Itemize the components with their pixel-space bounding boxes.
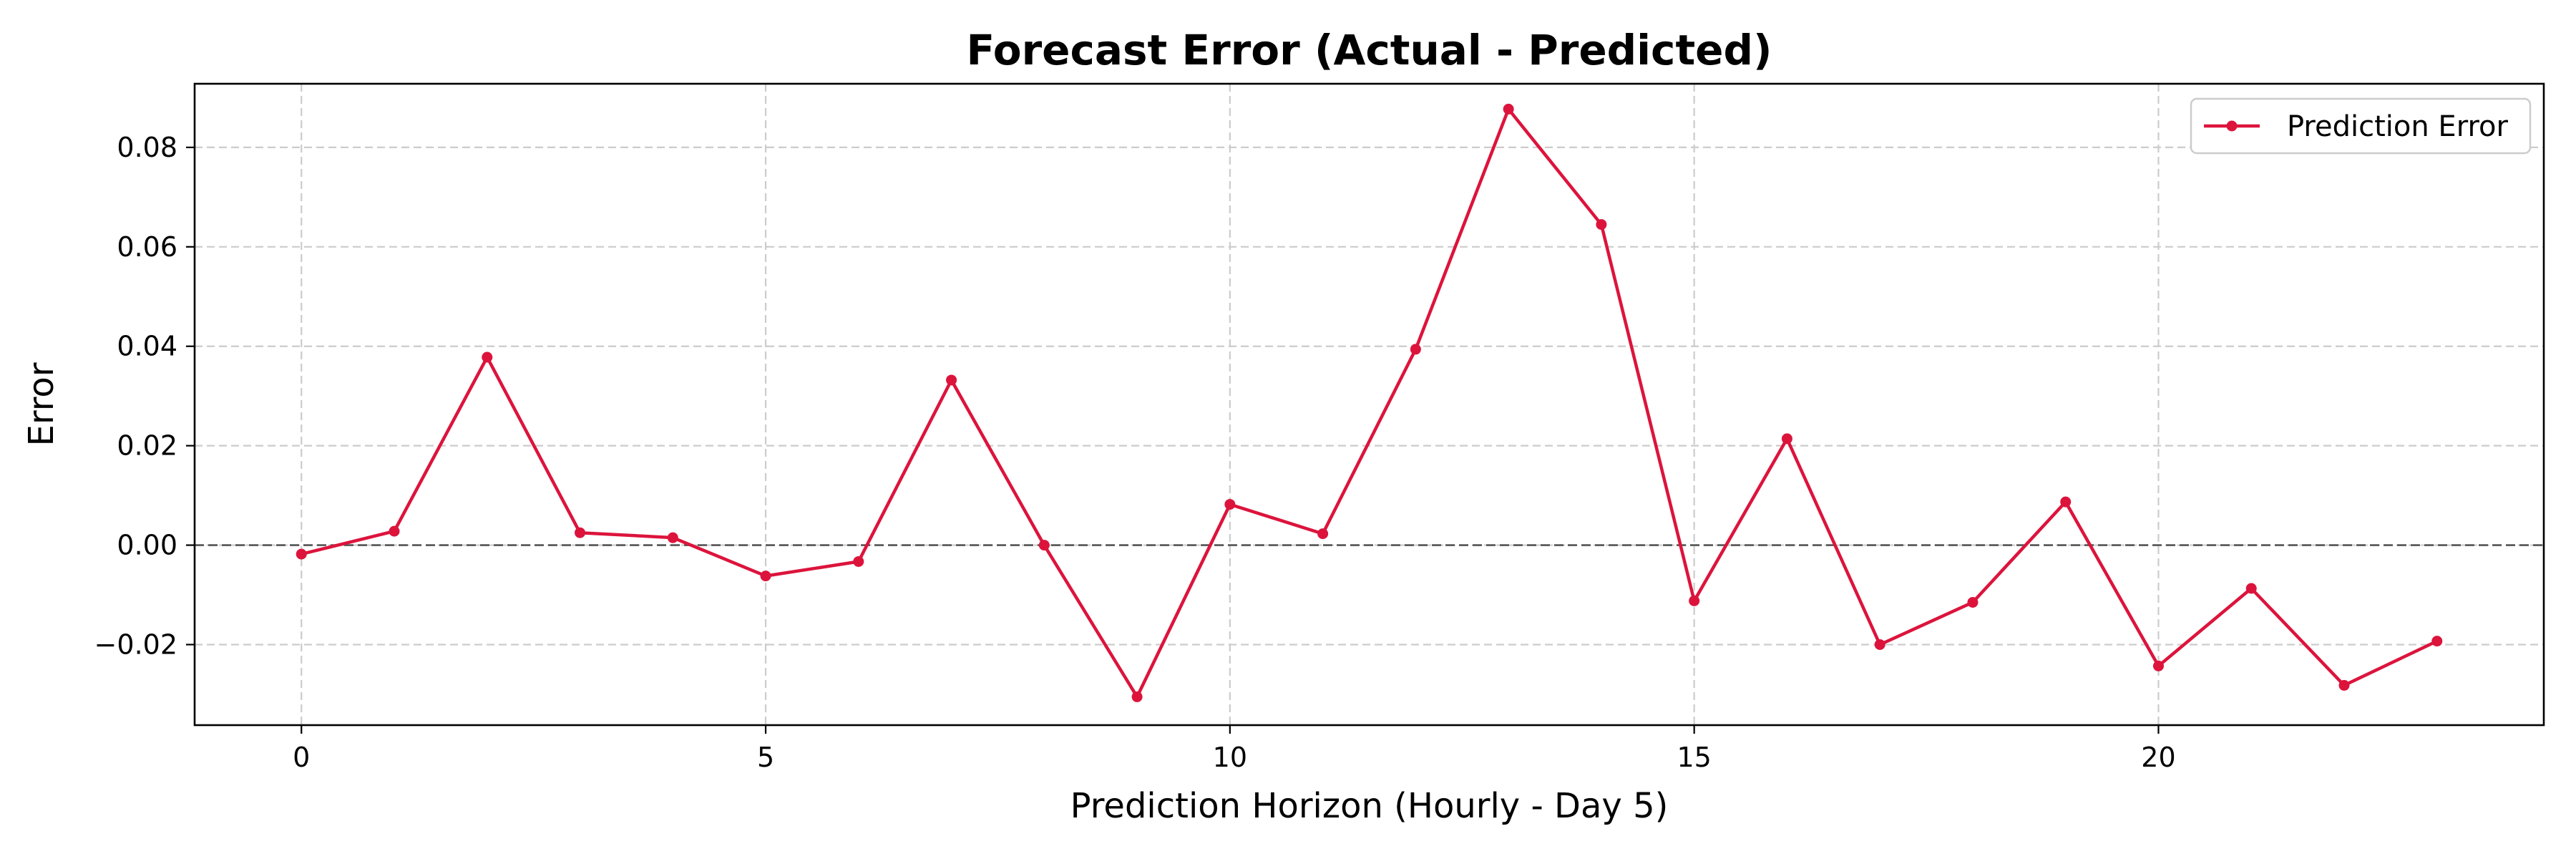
prediction-error-point: [1317, 528, 1329, 540]
x-tick-label: 5: [757, 742, 774, 773]
x-axis-label: Prediction Horizon (Hourly - Day 5): [1070, 786, 1669, 826]
series-layer: [296, 103, 2443, 702]
grid: [195, 84, 2544, 725]
prediction-error-point: [667, 532, 678, 543]
legend-marker: [2226, 120, 2238, 132]
prediction-error-point: [2060, 496, 2072, 508]
prediction-error-point: [1131, 691, 1143, 702]
prediction-error-point: [853, 555, 864, 567]
legend-label: Prediction Error: [2287, 110, 2508, 143]
prediction-error-point: [1596, 219, 1607, 230]
prediction-error-point: [296, 548, 307, 560]
y-tick-label: 0.06: [117, 231, 177, 263]
prediction-error-point: [2152, 660, 2164, 671]
prediction-error-point: [1038, 540, 1050, 551]
y-tick-label: −0.02: [94, 629, 177, 660]
prediction-error-point: [1503, 103, 1514, 115]
y-tick-label: 0.08: [117, 132, 177, 163]
y-tick-label: 0.00: [117, 530, 177, 561]
x-tick-label: 20: [2141, 742, 2175, 773]
x-tick-label: 0: [293, 742, 310, 773]
y-tick-label: 0.02: [117, 430, 177, 462]
prediction-error-point: [482, 351, 493, 363]
x-tick-label: 15: [1677, 742, 1711, 773]
prediction-error-line: [301, 107, 2438, 699]
prediction-error-point: [1224, 499, 1236, 510]
legend: Prediction Error: [2190, 97, 2532, 155]
prediction-error-point: [2338, 679, 2350, 691]
prediction-error-point: [389, 525, 400, 537]
prediction-error-point: [1967, 596, 1979, 608]
y-tick-label: 0.04: [117, 331, 177, 362]
y-axis-label: Error: [21, 362, 62, 446]
legend-box: [2190, 97, 2532, 155]
prediction-error-point: [1781, 433, 1792, 445]
prediction-error-point: [760, 571, 771, 582]
prediction-error-point: [2245, 583, 2257, 594]
prediction-error-point: [1874, 639, 1885, 650]
prediction-error-point: [1410, 344, 1421, 355]
chart-title: Forecast Error (Actual - Predicted): [966, 26, 1772, 74]
prediction-error-point: [1689, 595, 1700, 606]
prediction-error-point: [575, 527, 586, 538]
prediction-error-point: [946, 374, 957, 386]
ticks: 0 5 10 15 20 −0.02 0.00 0.02 0.04 0.06 0.08: [94, 132, 2176, 773]
axes-frame: [193, 82, 2545, 727]
x-tick-label: 10: [1213, 742, 1247, 773]
prediction-error-point: [2431, 636, 2443, 647]
